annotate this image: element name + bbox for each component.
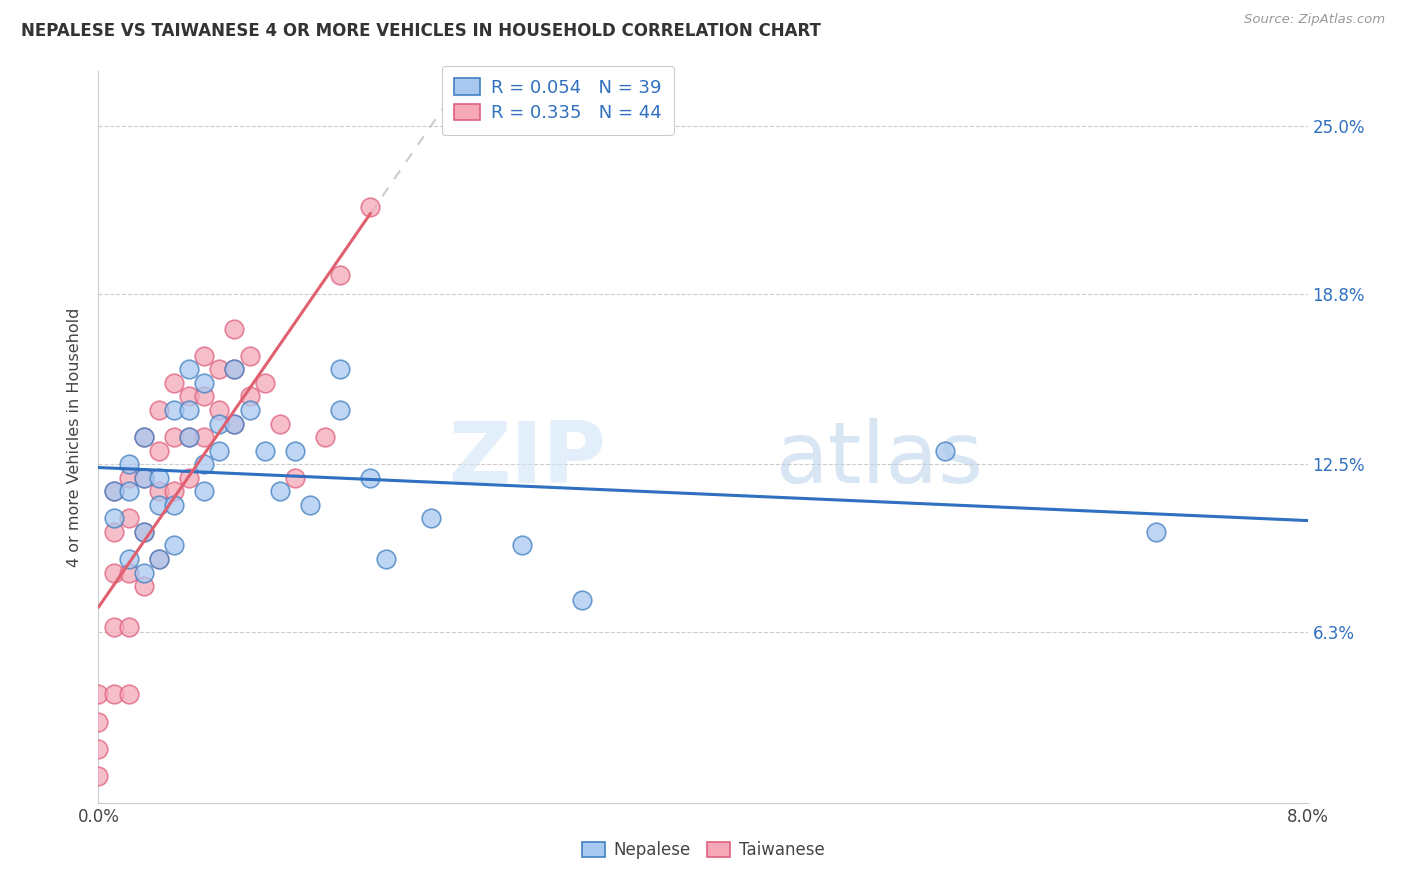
Point bbox=[208, 443, 231, 458]
Point bbox=[299, 498, 322, 512]
Point bbox=[87, 769, 110, 783]
Point bbox=[118, 471, 141, 485]
Point bbox=[253, 443, 276, 458]
Point bbox=[132, 471, 155, 485]
Point bbox=[87, 688, 110, 702]
Point bbox=[132, 430, 155, 444]
Point bbox=[329, 268, 352, 282]
Point bbox=[118, 620, 141, 634]
Point bbox=[224, 322, 246, 336]
Point bbox=[269, 417, 291, 431]
Point bbox=[314, 430, 336, 444]
Point bbox=[510, 538, 533, 552]
Point bbox=[208, 403, 231, 417]
Point bbox=[329, 362, 352, 376]
Point bbox=[103, 688, 125, 702]
Point bbox=[224, 417, 246, 431]
Point bbox=[118, 552, 141, 566]
Point bbox=[193, 389, 215, 403]
Point bbox=[148, 403, 170, 417]
Point bbox=[132, 524, 155, 539]
Point bbox=[103, 524, 125, 539]
Point bbox=[148, 552, 170, 566]
Point bbox=[132, 524, 155, 539]
Point bbox=[148, 484, 170, 499]
Point bbox=[103, 484, 125, 499]
Point bbox=[934, 443, 956, 458]
Text: Source: ZipAtlas.com: Source: ZipAtlas.com bbox=[1244, 13, 1385, 27]
Point bbox=[193, 430, 215, 444]
Point bbox=[132, 566, 155, 580]
Point bbox=[329, 403, 352, 417]
Point bbox=[103, 484, 125, 499]
Point bbox=[1146, 524, 1168, 539]
Y-axis label: 4 or more Vehicles in Household: 4 or more Vehicles in Household bbox=[67, 308, 83, 566]
Point bbox=[118, 566, 141, 580]
Point bbox=[284, 443, 307, 458]
Point bbox=[87, 714, 110, 729]
Point bbox=[118, 511, 141, 525]
Point bbox=[148, 443, 170, 458]
Point bbox=[163, 538, 186, 552]
Point bbox=[193, 484, 215, 499]
Point bbox=[374, 552, 396, 566]
Point bbox=[118, 688, 141, 702]
Point bbox=[148, 552, 170, 566]
Point bbox=[269, 484, 291, 499]
Point bbox=[179, 389, 201, 403]
Point bbox=[239, 403, 262, 417]
Point bbox=[148, 498, 170, 512]
Point bbox=[179, 471, 201, 485]
Point bbox=[87, 741, 110, 756]
Point bbox=[420, 511, 443, 525]
Point bbox=[253, 376, 276, 390]
Point bbox=[179, 403, 201, 417]
Point bbox=[118, 457, 141, 471]
Point bbox=[103, 620, 125, 634]
Text: atlas: atlas bbox=[776, 417, 984, 500]
Text: NEPALESE VS TAIWANESE 4 OR MORE VEHICLES IN HOUSEHOLD CORRELATION CHART: NEPALESE VS TAIWANESE 4 OR MORE VEHICLES… bbox=[21, 22, 821, 40]
Point bbox=[193, 349, 215, 363]
Point bbox=[193, 376, 215, 390]
Point bbox=[239, 389, 262, 403]
Point bbox=[208, 417, 231, 431]
Point bbox=[360, 471, 382, 485]
Text: ZIP: ZIP bbox=[449, 417, 606, 500]
Point bbox=[132, 430, 155, 444]
Point bbox=[239, 349, 262, 363]
Point bbox=[118, 484, 141, 499]
Point bbox=[103, 511, 125, 525]
Point bbox=[163, 484, 186, 499]
Point bbox=[193, 457, 215, 471]
Point bbox=[103, 566, 125, 580]
Point bbox=[179, 362, 201, 376]
Point bbox=[208, 362, 231, 376]
Point bbox=[163, 498, 186, 512]
Point bbox=[284, 471, 307, 485]
Point bbox=[163, 376, 186, 390]
Point bbox=[132, 471, 155, 485]
Point bbox=[163, 430, 186, 444]
Point bbox=[224, 417, 246, 431]
Point bbox=[148, 471, 170, 485]
Legend: Nepalese, Taiwanese: Nepalese, Taiwanese bbox=[574, 833, 832, 868]
Point bbox=[571, 592, 593, 607]
Point bbox=[224, 362, 246, 376]
Point bbox=[224, 362, 246, 376]
Point bbox=[132, 579, 155, 593]
Point bbox=[163, 403, 186, 417]
Point bbox=[179, 430, 201, 444]
Point bbox=[360, 200, 382, 214]
Point bbox=[179, 430, 201, 444]
